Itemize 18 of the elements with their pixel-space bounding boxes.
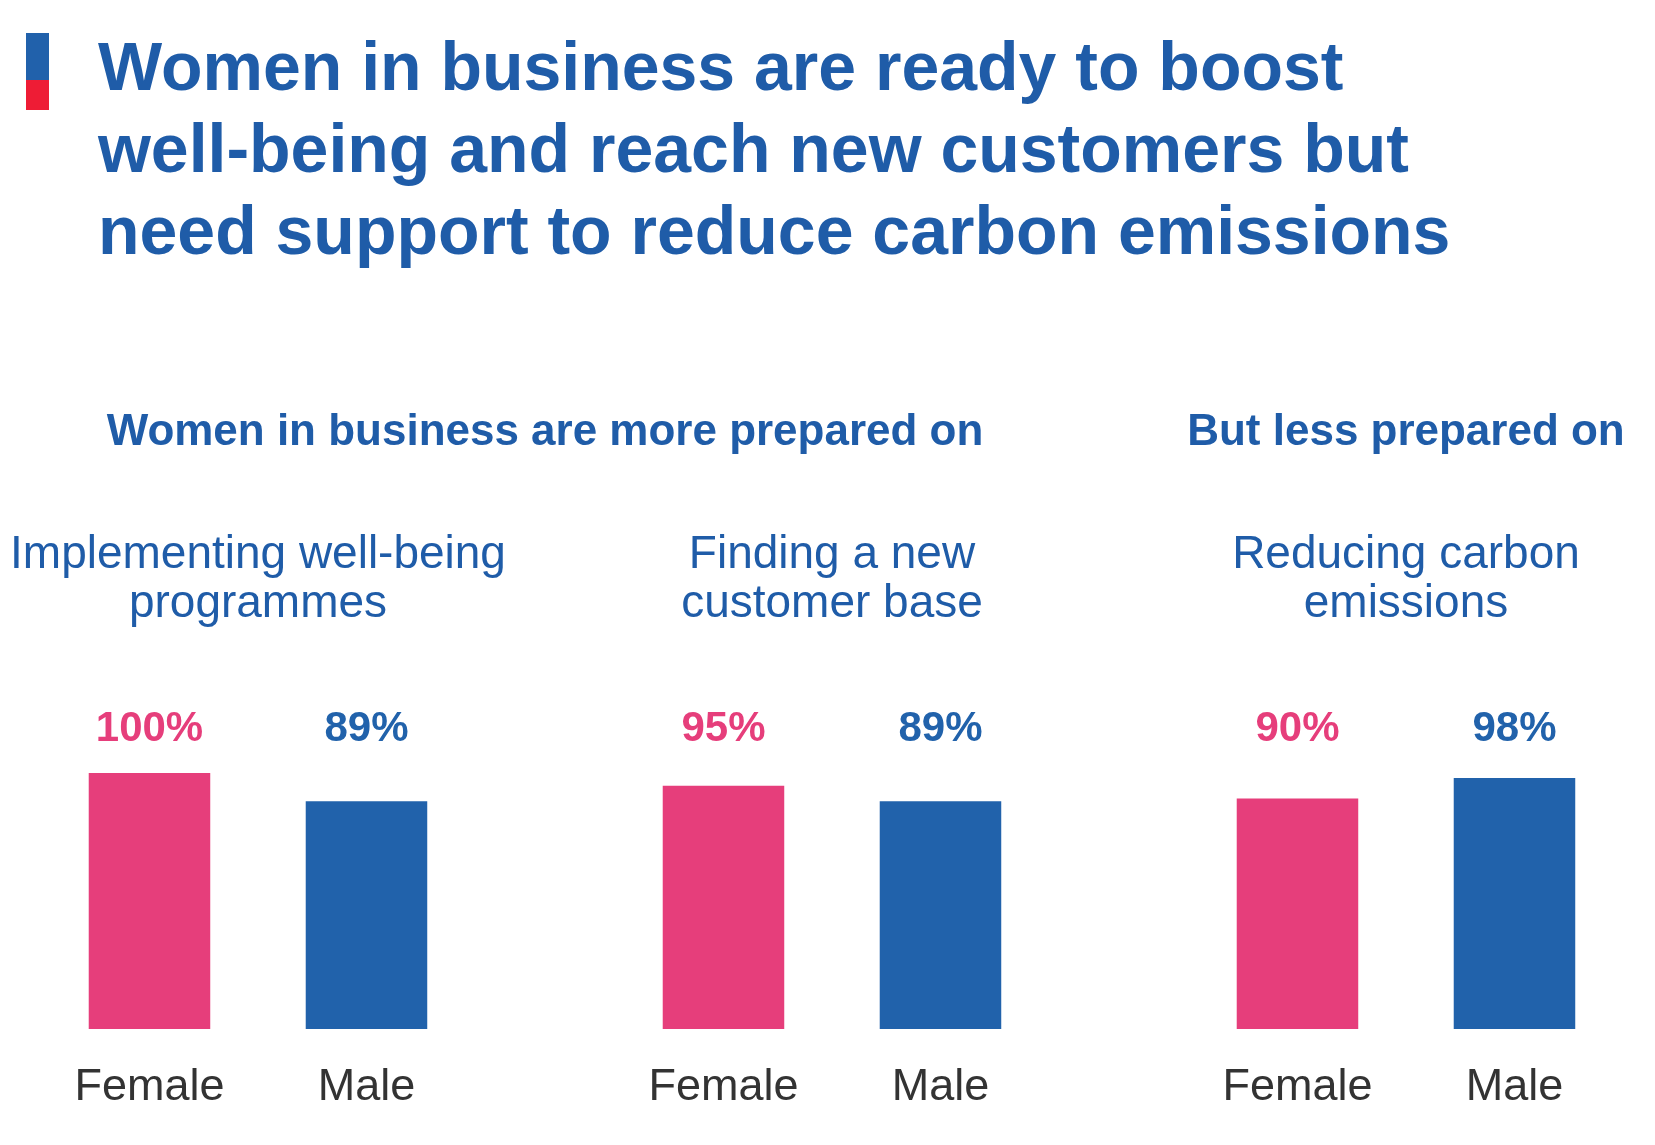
- chart-subtitle: But less prepared on: [1187, 405, 1625, 454]
- data-label: 89%: [324, 703, 409, 750]
- x-tick-label: Male: [891, 1059, 990, 1111]
- chart-title: Implementing well-being programmes: [10, 526, 506, 627]
- x-tick-label: Female: [648, 1059, 799, 1111]
- x-tick-label: Male: [1465, 1059, 1564, 1111]
- x-tick-label: Male: [317, 1059, 416, 1111]
- chart-subtitle: Women in business are more prepared on: [106, 405, 984, 454]
- chart-title: Reducing carbon emissions: [1232, 526, 1580, 627]
- data-label: 98%: [1472, 703, 1557, 750]
- data-label: 90%: [1255, 703, 1340, 750]
- data-label: 95%: [681, 703, 766, 750]
- x-tick-label: Female: [1222, 1059, 1373, 1111]
- text: Women in business are ready to boost well-being and reach new customers but need support to reduce carbon emissions: [96, 28, 1451, 268]
- data-label: 100%: [95, 703, 204, 750]
- chart-title: Finding a new customer base: [681, 526, 983, 627]
- x-tick-label: Female: [74, 1059, 225, 1111]
- data-label: 89%: [898, 703, 983, 750]
